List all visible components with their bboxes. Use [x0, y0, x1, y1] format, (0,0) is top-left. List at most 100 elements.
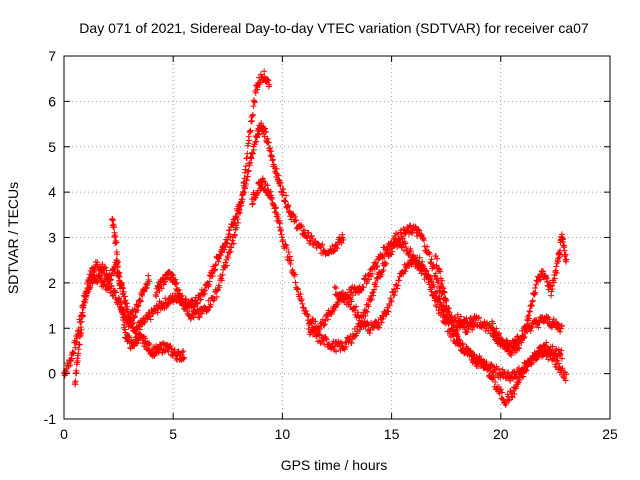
data-point [169, 271, 176, 278]
data-point [83, 290, 90, 297]
data-point [265, 77, 272, 84]
data-point [298, 223, 305, 230]
data-point [88, 272, 95, 279]
data-point [133, 340, 140, 347]
data-point [441, 289, 448, 296]
data-point [267, 145, 274, 152]
data-point [379, 312, 386, 319]
y-tick-label: 3 [48, 230, 56, 246]
data-point [521, 333, 528, 340]
data-point [563, 256, 570, 263]
data-point [532, 289, 539, 296]
data-point [126, 334, 133, 341]
data-point [485, 364, 492, 371]
data-point [334, 301, 341, 308]
data-point [291, 272, 298, 279]
data-point [412, 223, 419, 230]
data-point [299, 304, 306, 311]
data-point [216, 284, 223, 291]
data-point [543, 353, 550, 360]
data-point [395, 235, 402, 242]
data-point [115, 272, 122, 279]
data-point [528, 361, 535, 368]
data-point [124, 303, 131, 310]
data-point [254, 134, 261, 141]
data-point [490, 320, 496, 327]
data-point [540, 318, 547, 325]
data-point [265, 139, 272, 146]
y-tick-label: 1 [48, 320, 56, 336]
data-point [459, 340, 466, 347]
data-point [141, 319, 148, 326]
data-point [248, 155, 255, 162]
data-point [367, 297, 374, 304]
data-point [319, 241, 326, 248]
x-tick-label: 20 [493, 426, 509, 442]
data-point [137, 298, 144, 305]
data-point [236, 206, 243, 213]
data-point [223, 262, 230, 269]
data-point [123, 300, 130, 307]
data-point [401, 267, 408, 274]
data-point [447, 316, 454, 323]
x-axis-label: GPS time / hours [281, 457, 388, 473]
data-point [466, 352, 473, 359]
data-point [554, 320, 561, 327]
data-point [454, 311, 461, 318]
x-tick-label: 10 [275, 426, 291, 442]
data-point [432, 270, 439, 277]
data-point [431, 292, 438, 299]
data-point [407, 222, 414, 229]
data-point [426, 251, 433, 258]
data-point [226, 227, 233, 234]
data-point [531, 291, 538, 298]
data-point [113, 239, 120, 246]
data-point [333, 285, 340, 292]
data-point [280, 237, 287, 244]
data-point [80, 304, 87, 311]
data-point [456, 340, 463, 347]
data-point [360, 284, 367, 291]
data-point [231, 232, 238, 239]
data-point [383, 311, 390, 318]
data-point [358, 287, 365, 294]
data-point [205, 307, 212, 314]
data-point [285, 256, 292, 263]
data-point [68, 355, 75, 362]
data-point [516, 377, 523, 384]
data-point [65, 363, 72, 370]
data-point [226, 249, 233, 256]
data-point [300, 304, 307, 311]
data-point [492, 378, 499, 385]
data-point [387, 251, 394, 258]
data-point [555, 360, 562, 367]
data-point [527, 328, 534, 335]
data-point [562, 377, 569, 384]
data-point [427, 259, 434, 266]
data-point [560, 236, 567, 243]
data-point [402, 240, 409, 247]
data-point [490, 374, 497, 381]
data-point [110, 223, 117, 230]
data-point [396, 277, 403, 284]
data-point [424, 273, 431, 280]
data-point [305, 230, 312, 237]
data-point [292, 279, 299, 286]
data-point [67, 362, 74, 369]
data-point [210, 294, 217, 301]
data-point [497, 374, 504, 381]
data-point [181, 354, 188, 361]
data-point [238, 202, 245, 209]
data-point [351, 307, 358, 314]
data-point [527, 359, 534, 366]
data-point [295, 286, 301, 293]
data-point [428, 256, 435, 263]
data-point [277, 179, 284, 186]
data-point [146, 278, 153, 285]
data-point [72, 339, 79, 346]
data-point [234, 216, 241, 223]
data-point [136, 326, 143, 333]
data-point [470, 351, 477, 358]
data-point [305, 313, 312, 320]
series-trace-a [61, 120, 347, 379]
